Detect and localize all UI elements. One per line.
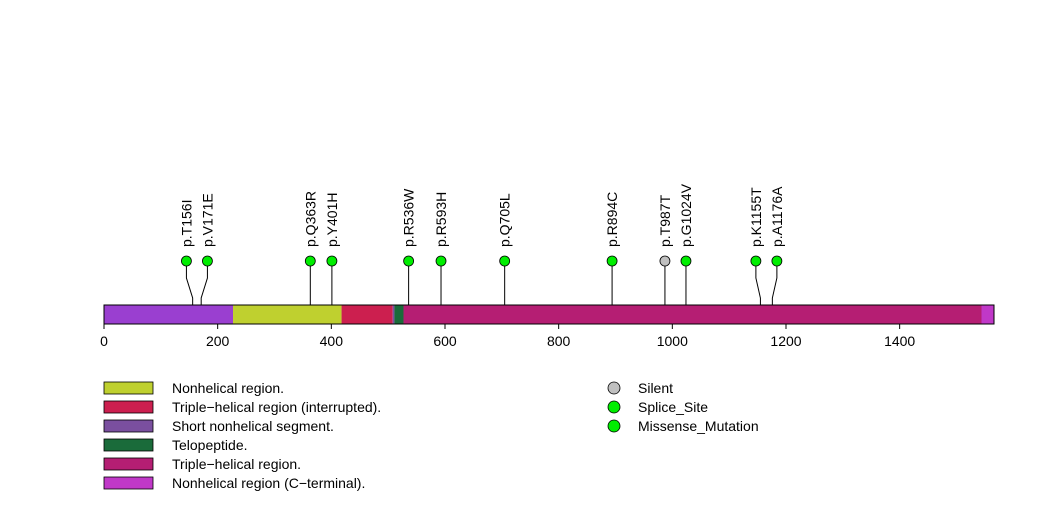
mutation-stem-p.V171E <box>200 261 208 305</box>
mutation-label-p.T156I: p.T156I <box>178 200 194 247</box>
mutation-head-p.K1155T <box>750 255 762 267</box>
mutation-label-p.A1176A: p.A1176A <box>769 186 785 247</box>
mutation-stem-p.A1176A <box>771 261 778 305</box>
domain-legend-swatch-3 <box>103 438 154 452</box>
mutation-legend-label-2: Missense_Mutation <box>638 418 759 434</box>
domain-legend-label-2: Short nonhelical segment. <box>172 418 334 434</box>
mutation-labels: p.T156I p.V171E p.Q363R p.Y401H p.R536W p.R59… <box>178 183 784 247</box>
domain-segment-2 <box>341 305 393 324</box>
mutation-head-p.Q705L <box>499 255 511 267</box>
mutation-label-p.G1024V: p.G1024V <box>678 183 694 247</box>
mutation-head-p.R593H <box>435 255 447 267</box>
domain-legend-label-1: Triple−helical region (interrupted). <box>172 399 381 415</box>
domain-legend-label-4: Triple−helical region. <box>172 456 301 472</box>
mutation-stem-p.T156I <box>185 261 194 305</box>
x-tick-label-1400: 1400 <box>884 333 915 349</box>
mutation-legend-dot-2 <box>607 419 621 433</box>
protein-bar <box>103 304 995 325</box>
domain-segment-4 <box>394 305 404 324</box>
x-tick-label-1000: 1000 <box>657 333 688 349</box>
mutation-stems <box>185 261 778 305</box>
mutation-label-p.T987T: p.T987T <box>657 194 673 247</box>
mutation-label-p.Y401H: p.Y401H <box>324 193 340 247</box>
domain-segment-0 <box>104 305 234 324</box>
mutation-head-p.Q363R <box>304 255 316 267</box>
mutation-head-p.T987T <box>659 255 671 267</box>
domain-legend-label-0: Nonhelical region. <box>172 380 284 396</box>
domain-legend-swatch-0 <box>103 381 154 395</box>
domain-legend-swatch-1 <box>103 400 154 414</box>
mutation-head-p.R536W <box>403 255 415 267</box>
x-tick-label-800: 800 <box>547 333 571 349</box>
domain-legend-swatch-2 <box>103 419 154 433</box>
x-tick-label-600: 600 <box>433 333 457 349</box>
domain-legend-swatch-5 <box>103 476 154 490</box>
protein-bar-outline <box>103 304 995 325</box>
domain-segment-6 <box>981 305 994 324</box>
domain-segment-1 <box>233 305 342 324</box>
mutation-label-p.R894C: p.R894C <box>604 192 620 247</box>
mutation-legend-dot-1 <box>607 400 621 414</box>
mutation-stem-p.K1155T <box>755 261 761 305</box>
x-tick-label-400: 400 <box>320 333 344 349</box>
domain-legend-swatch-4 <box>103 457 154 471</box>
mutation-head-p.T156I <box>181 255 192 267</box>
x-tick-label-1200: 1200 <box>770 333 801 349</box>
x-tick-label-0: 0 <box>100 333 108 349</box>
mutation-head-p.V171E <box>202 255 213 267</box>
mutation-head-p.Y401H <box>326 255 338 267</box>
domain-segment-5 <box>403 305 982 324</box>
mutation-legend-label-1: Splice_Site <box>638 399 708 415</box>
domain-segment-3 <box>392 305 395 324</box>
mutation-legend-dot-0 <box>607 381 621 395</box>
mutation-label-p.Q705L: p.Q705L <box>497 193 513 247</box>
mutation-label-p.R593H: p.R593H <box>433 192 449 247</box>
x-tick-label-200: 200 <box>206 333 230 349</box>
domain-legend-label-3: Telopeptide. <box>172 437 248 453</box>
mutation-label-p.Q363R: p.Q363R <box>302 191 318 247</box>
mutation-head-p.A1176A <box>771 255 783 267</box>
mutation-heads <box>181 255 783 267</box>
mutation-label-p.R536W: p.R536W <box>401 188 417 247</box>
mutation-label-p.K1155T: p.K1155T <box>748 187 764 247</box>
mutation-head-p.G1024V <box>680 255 692 267</box>
mutation-label-p.V171E: p.V171E <box>199 193 215 247</box>
mutation-legend-label-0: Silent <box>638 380 673 396</box>
mutation-head-p.R894C <box>606 255 618 267</box>
x-axis: 0 200 400 600 800 1000 1200 1400 <box>100 324 915 349</box>
domain-legend: Nonhelical region. Triple−helical region … <box>103 380 381 491</box>
domain-legend-label-5: Nonhelical region (C−terminal). <box>172 475 365 491</box>
mutation-type-legend: Silent Splice_Site Missense_Mutation <box>607 380 759 434</box>
